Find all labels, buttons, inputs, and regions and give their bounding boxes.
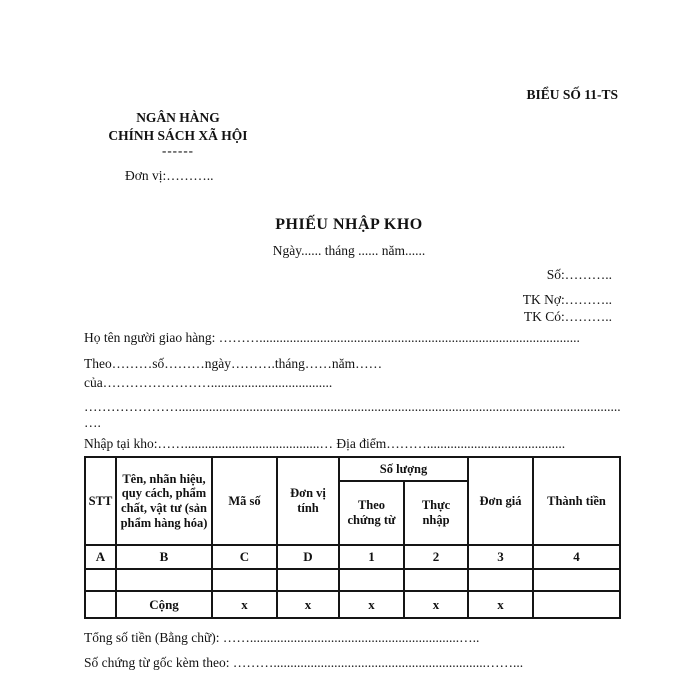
total-code-cell: x — [211, 590, 278, 619]
tk-debit-field: TK Nợ:……….. — [522, 292, 612, 307]
dots-line: ………………….................................… — [84, 399, 621, 414]
index-cell: C — [211, 544, 278, 570]
col-header-code: Mã số — [211, 456, 278, 546]
index-cell: 1 — [338, 544, 405, 570]
col-header-qty-per-doc: Theo chứng từ — [338, 480, 405, 546]
index-cell: 3 — [467, 544, 534, 570]
empty-cell — [403, 568, 469, 592]
empty-cell — [532, 568, 621, 592]
location-field: Địa điểm……….............................… — [336, 436, 566, 451]
index-cell: A — [84, 544, 117, 570]
items-table: STT Tên, nhãn hiệu, quy cách, phẩm chất,… — [84, 456, 621, 619]
total-unit-price-cell: x — [467, 590, 534, 619]
col-header-unit: Đơn vị tính — [276, 456, 340, 546]
warehouse-field: Nhập tại kho:…….........................… — [84, 436, 333, 451]
reference-line: Theo………số………ngày……….tháng……năm…… — [84, 356, 383, 371]
empty-cell — [276, 568, 340, 592]
unit-field: Đơn vị:……….. — [125, 168, 214, 183]
document-title: PHIẾU NHẬP KHO — [275, 216, 423, 233]
total-label-cell: Cộng — [115, 590, 213, 619]
org-name-line1: NGÂN HÀNG — [136, 110, 220, 125]
warehouse-location-line: Nhập tại kho:…….........................… — [84, 436, 621, 452]
index-cell: 2 — [403, 544, 469, 570]
empty-cell — [84, 568, 117, 592]
org-block: NGÂN HÀNG CHÍNH SÁCH XÃ HỘI ------ — [83, 109, 273, 158]
tk-credit-field: TK Có:……….. — [523, 309, 612, 324]
index-cell: D — [276, 544, 340, 570]
deliverer-line: Họ tên người giao hàng: ……….............… — [84, 330, 580, 345]
total-unit-cell: x — [276, 590, 340, 619]
total-qty-doc-cell: x — [338, 590, 405, 619]
empty-item-row — [84, 568, 621, 592]
index-cell: B — [115, 544, 213, 570]
number-field: Số:……….. — [546, 267, 612, 282]
total-row: Cộng x x x x x — [84, 590, 621, 619]
empty-cell — [211, 568, 278, 592]
col-header-stt: STT — [84, 456, 117, 546]
supplier-line: của…………………….............................… — [84, 375, 333, 390]
index-cell: 4 — [532, 544, 621, 570]
col-header-amount: Thành tiền — [532, 456, 621, 546]
form-code: BIỂU SỐ 11-TS — [526, 87, 618, 102]
col-header-qty-actual: Thực nhập — [403, 480, 469, 546]
empty-cell — [467, 568, 534, 592]
col-header-name: Tên, nhãn hiệu, quy cách, phẩm chất, vật… — [115, 456, 213, 546]
column-index-row: A B C D 1 2 3 4 — [84, 544, 621, 570]
empty-cell — [338, 568, 405, 592]
date-line: Ngày...... tháng ...... năm...... — [272, 243, 426, 258]
dots-continuation-line: …. — [84, 415, 101, 430]
attached-documents-line: Số chứng từ gốc kèm theo: ………...........… — [84, 655, 524, 670]
ref-block: Số:……….. TK Nợ:……….. TK Có:……….. — [523, 266, 612, 325]
org-name-line2: CHÍNH SÁCH XÃ HỘI — [108, 128, 248, 143]
total-stt-cell — [84, 590, 117, 619]
total-amount-cell — [532, 590, 621, 619]
org-divider: ------ — [162, 143, 194, 158]
empty-cell — [115, 568, 213, 592]
total-in-words-line: Tổng số tiền (Bằng chữ): …….............… — [84, 630, 480, 645]
col-header-unit-price: Đơn giá — [467, 456, 534, 546]
col-header-quantity-group: Số lượng — [338, 456, 469, 482]
total-qty-actual-cell: x — [403, 590, 469, 619]
